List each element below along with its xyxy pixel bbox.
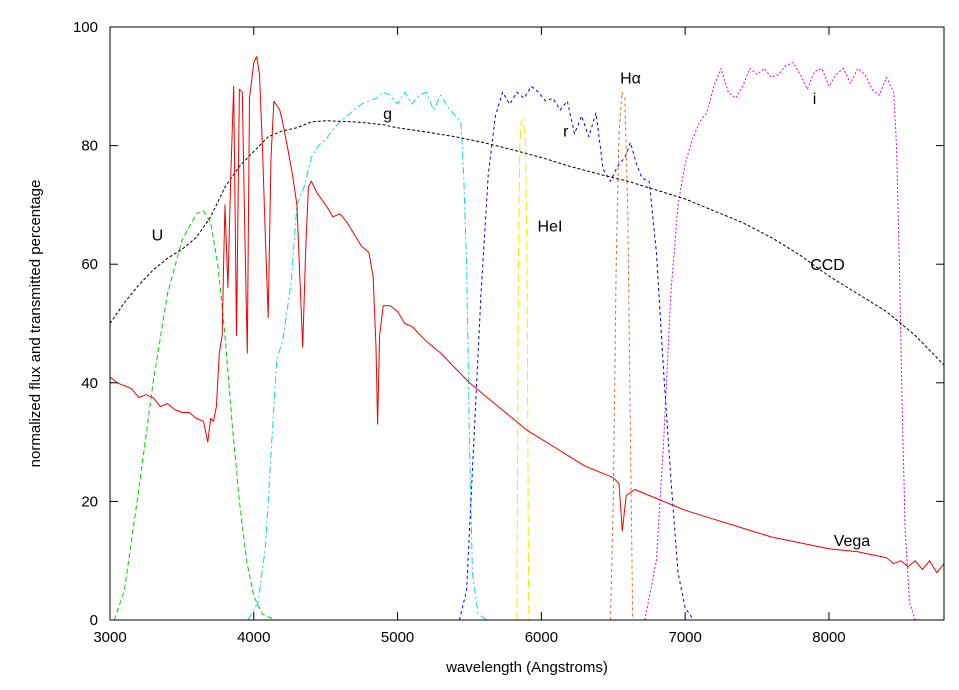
y-axis-label: normalized flux and transmitted percenta…	[27, 180, 44, 468]
axes: 3000 4000 5000 6000 7000 8000 0 20 40 60 80 100	[73, 19, 944, 646]
series-line-halpha	[609, 91, 634, 621]
series-line-r	[458, 85, 695, 621]
x-tick-label: 3000	[93, 629, 126, 646]
series-line-i	[644, 62, 916, 621]
series-line-hei	[516, 118, 530, 621]
series-line-g	[247, 91, 487, 621]
series-label-hei: HeI	[538, 219, 563, 236]
series-label-ccd: CCD	[810, 257, 845, 274]
x-tick-label: 5000	[381, 629, 414, 646]
curve-labels: Ug HeI r Hα i CCD Vega	[152, 70, 871, 550]
series-label-halpha: Hα	[620, 70, 641, 87]
series-label-vega: Vega	[834, 533, 871, 550]
series-line-ccd	[109, 120, 945, 366]
series-label-i: i	[813, 91, 817, 108]
x-axis-label: wavelength (Angstroms)	[445, 659, 608, 676]
y-tick-label: 100	[73, 19, 98, 36]
y-tick-label: 60	[81, 256, 98, 273]
y-tick-label: 20	[81, 493, 98, 510]
series-line-u	[113, 210, 276, 621]
y-tick-label: 80	[81, 138, 98, 155]
plot-series	[109, 56, 945, 621]
x-tick-label: 7000	[668, 629, 701, 646]
x-tick-label: 8000	[812, 629, 845, 646]
y-tick-label: 40	[81, 375, 98, 392]
series-line-vega	[109, 56, 945, 574]
x-tick-label: 6000	[525, 629, 558, 646]
series-label-r: r	[563, 124, 569, 141]
series-label-u: U	[152, 227, 164, 244]
x-tick-label: 4000	[237, 629, 270, 646]
plot-frame	[109, 26, 945, 621]
y-tick-label: 0	[90, 612, 98, 629]
series-label-g: g	[383, 106, 392, 123]
